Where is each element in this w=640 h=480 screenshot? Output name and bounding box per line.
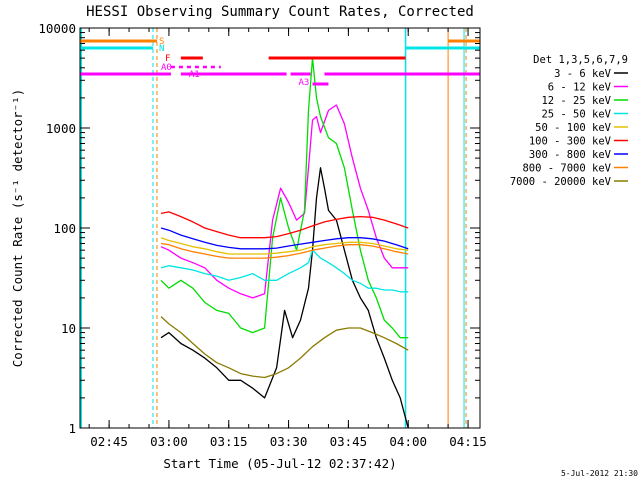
series-line-3-6-kev: [160, 167, 409, 429]
legend-label-800-7000-kev: 800 - 7000 keV: [522, 163, 611, 175]
y-tick-label: 100: [53, 221, 76, 236]
x-axis-label: Start Time (05-Jul-12 02:37:42): [163, 456, 396, 471]
series-line-7000-20000-kev: [160, 316, 409, 379]
series-line-300-800-kev: [160, 227, 409, 250]
plot-series: [160, 57, 409, 429]
flag-label-n: N: [159, 44, 164, 54]
series-line-12-25-kev: [160, 57, 409, 339]
x-tick-label: 03:15: [210, 434, 248, 449]
series-line-25-50-kev: [160, 249, 409, 293]
series-line-6-12-kev: [160, 104, 409, 299]
timestamp: 5-Jul-2012 21:30: [561, 469, 638, 478]
x-tick-label: 04:00: [389, 434, 427, 449]
legend-label-6-12-kev: 6 - 12 keV: [548, 82, 612, 94]
x-tick-label: 03:00: [150, 434, 188, 449]
y-tick-label: 1: [68, 421, 76, 436]
legend-label-25-50-kev: 25 - 50 keV: [541, 109, 611, 121]
chart-title: HESSI Observing Summary Count Rates, Cor…: [86, 4, 474, 20]
flag-label-a3: A3: [299, 78, 310, 88]
x-tick-label: 03:30: [270, 434, 308, 449]
y-axis-label: Corrected Count Rate (s⁻¹ detector⁻¹): [10, 89, 25, 367]
series-line-100-300-kev: [160, 211, 409, 239]
legend-label-100-300-kev: 100 - 300 keV: [529, 136, 612, 148]
x-tick-label: 02:45: [90, 434, 128, 449]
y-tick-label: 10: [61, 321, 76, 336]
legend-label-50-100-kev: 50 - 100 keV: [535, 122, 612, 134]
flag-label-f: F: [165, 54, 170, 64]
series-line-50-100-kev: [160, 237, 409, 255]
series-line-800-7000-kev: [160, 242, 409, 259]
legend-label-7000-20000-kev: 7000 - 20000 keV: [510, 176, 612, 188]
x-tick-label: 03:45: [330, 434, 368, 449]
flag-label-a1: A1: [189, 70, 200, 80]
y-tick-label: 10000: [38, 21, 76, 36]
flag-label-a0: A0: [161, 63, 172, 73]
x-tick-label: 04:15: [449, 434, 487, 449]
legend-label-300-800-kev: 300 - 800 keV: [529, 149, 612, 161]
flag-label-s: S: [159, 37, 164, 47]
legend-label-12-25-kev: 12 - 25 keV: [541, 95, 611, 107]
legend-title: Det 1,3,5,6,7,9: [533, 54, 628, 66]
legend-label-3-6-kev: 3 - 6 keV: [554, 68, 612, 80]
y-tick-label: 1000: [46, 121, 76, 136]
axes: 02:45 03:00 03:15 03:30 03:45 04:00 04:15 1 10 10…: [38, 21, 486, 449]
flag-markers: [80, 28, 467, 428]
